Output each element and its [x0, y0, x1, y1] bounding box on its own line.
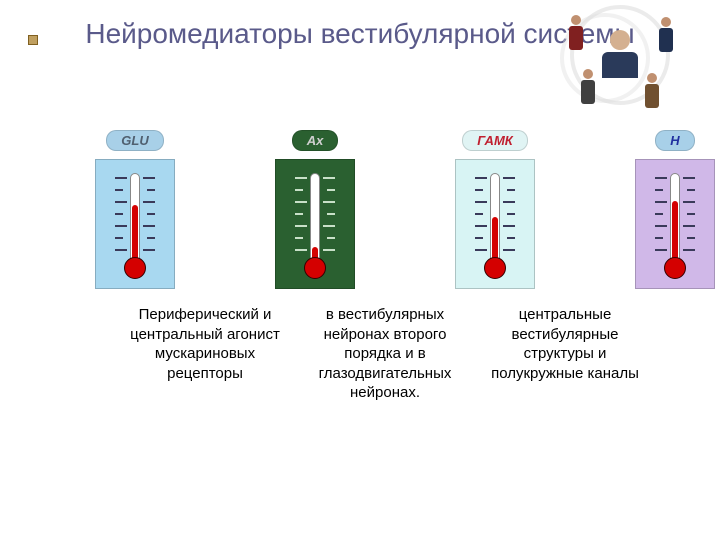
- thermometer-panel: [275, 159, 355, 289]
- thermometer-description: Периферический и центральный агонист мус…: [130, 305, 280, 383]
- neurotransmitter-label: ГАМК: [462, 130, 528, 151]
- thermometer-panel: [455, 159, 535, 289]
- thermometer: [655, 169, 695, 279]
- thermometer-ticks: [475, 177, 515, 257]
- thermometer-block: H: [610, 130, 720, 289]
- thermometer-panel: [635, 159, 715, 289]
- thermometer: [475, 169, 515, 279]
- neurotransmitter-label: Ах: [292, 130, 339, 151]
- thermometer-ticks: [115, 177, 155, 257]
- thermometer-description: в вестибулярных нейронах второго порядка…: [310, 305, 460, 403]
- thermometer-bulb: [124, 257, 146, 279]
- thermometer-ticks: [295, 177, 335, 257]
- thermometer-block: Ах: [250, 130, 380, 289]
- thermometer-description: центральные вестибулярные структуры и по…: [490, 305, 640, 383]
- thermometer-ticks: [655, 177, 695, 257]
- neurotransmitter-label: GLU: [106, 130, 163, 151]
- thermometer-bulb: [484, 257, 506, 279]
- dizzy-person-illustration: [560, 5, 680, 105]
- thermometers-row: GLU Ах ГАМК H: [70, 130, 720, 289]
- thermometer: [295, 169, 335, 279]
- thermometer-block: GLU: [70, 130, 200, 289]
- neurotransmitter-label: H: [655, 130, 694, 151]
- thermometer-block: ГАМК: [430, 130, 560, 289]
- thermometer-bulb: [304, 257, 326, 279]
- thermometer: [115, 169, 155, 279]
- thermometer-panel: [95, 159, 175, 289]
- thermometer-bulb: [664, 257, 686, 279]
